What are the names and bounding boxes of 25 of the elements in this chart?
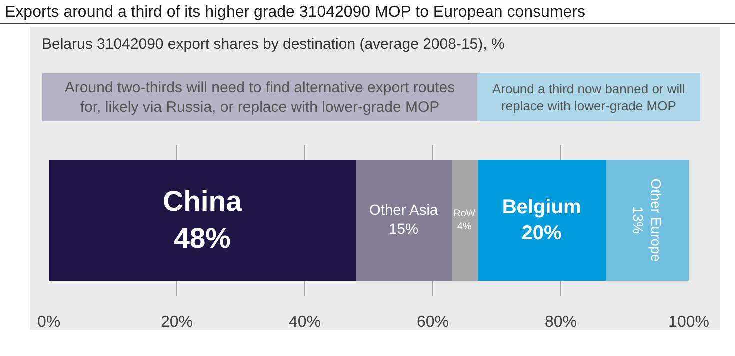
bar: [49, 160, 356, 281]
data-label: 20%: [522, 222, 562, 244]
x-tick-label: 40%: [288, 314, 322, 331]
data-label: 13%: [630, 206, 646, 234]
chart-title: Exports around a third of its higher grade 31042090 MOP to European consumers: [5, 4, 586, 21]
x-tick-label: 60%: [416, 314, 450, 331]
data-label: 15%: [389, 222, 419, 238]
x-tick-label: 0%: [37, 314, 61, 331]
series-label: Other Asia: [369, 202, 440, 219]
bar: [606, 160, 689, 281]
series-label: RoW: [454, 208, 476, 220]
x-tick-label: 20%: [160, 314, 194, 331]
bar: [356, 160, 452, 281]
text: Around a third now banned or will replace with lower-grade MOP: [492, 82, 686, 114]
text: Around two-thirds will need to find alternative export routes for, likely via Russia, or replace with lower-grade MOP: [64, 79, 456, 116]
data-label: 4%: [458, 221, 472, 232]
bar: [452, 160, 478, 281]
x-tick-label: 100%: [668, 314, 710, 331]
series-label: Other Europe: [648, 178, 664, 262]
series-label: China: [163, 186, 242, 218]
x-tick-label: 80%: [544, 314, 578, 331]
bar: [478, 160, 606, 281]
data-label: 48%: [174, 222, 231, 255]
chart-subtitle: Belarus 31042090 export shares by destination (average 2008-15), %: [42, 36, 505, 53]
series-label: Belgium: [502, 196, 582, 218]
